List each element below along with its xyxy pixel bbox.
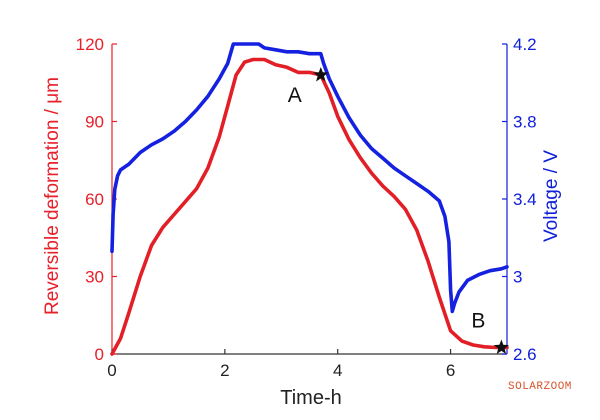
x-tick-label: 2	[220, 361, 229, 380]
x-tick-label: 4	[333, 361, 342, 380]
x-tick-label: 0	[107, 361, 116, 380]
right-y-axis-label: Voltage / V	[541, 150, 562, 242]
watermark-text: SOLARZOOM	[508, 381, 572, 393]
x-tick-label: 6	[446, 361, 455, 380]
voltage-series-line	[110, 42, 509, 314]
marker-star-a	[313, 67, 329, 82]
left-y-tick-label: 120	[76, 35, 104, 54]
left-y-tick-label: 0	[95, 345, 104, 364]
left-y-axis-label: Reversible deformation / μm	[42, 77, 63, 315]
left-y-tick-label: 60	[85, 190, 104, 209]
right-y-tick-label: 4.2	[513, 35, 537, 54]
left-y-tick-label: 30	[85, 268, 104, 287]
right-y-tick-label: 3.4	[513, 190, 537, 209]
marker-label-b: B	[471, 310, 485, 333]
x-axis-label: Time-h	[280, 387, 341, 409]
series-group	[110, 42, 509, 356]
right-y-tick-label: 3	[513, 268, 522, 287]
left-y-tick-label: 90	[85, 113, 104, 132]
marker-group: AB	[288, 67, 509, 354]
marker-star-b	[493, 339, 509, 354]
right-y-tick-label: 3.8	[513, 113, 537, 132]
marker-label-a: A	[288, 84, 302, 107]
right-y-tick-label: 2.6	[513, 345, 537, 364]
deformation-series-line	[110, 57, 509, 356]
